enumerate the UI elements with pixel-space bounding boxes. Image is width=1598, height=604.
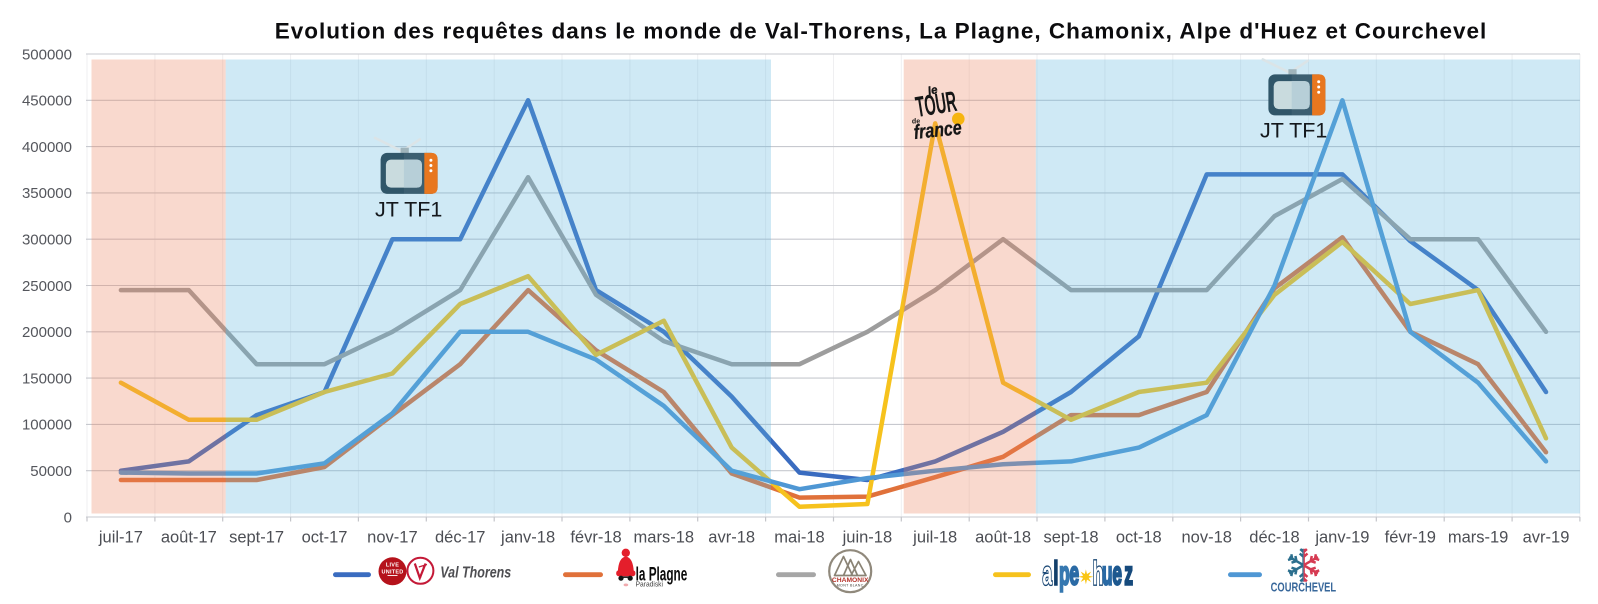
svg-text:200000: 200000 (22, 324, 72, 341)
svg-text:août-18: août-18 (975, 529, 1031, 547)
svg-text:TOUR: TOUR (913, 84, 959, 123)
svg-text:u: u (1102, 554, 1112, 592)
svg-text:de: de (912, 119, 920, 126)
svg-text:oct-17: oct-17 (302, 529, 348, 547)
svg-text:juil-17: juil-17 (98, 529, 143, 547)
svg-text:50000: 50000 (30, 463, 72, 480)
svg-text:z: z (1124, 554, 1133, 592)
svg-text:nov-18: nov-18 (1181, 529, 1231, 547)
svg-text:500000: 500000 (22, 46, 72, 63)
svg-text:mars-19: mars-19 (1448, 529, 1509, 547)
svg-text:p: p (1059, 554, 1069, 592)
svg-text:juil-18: juil-18 (912, 529, 957, 547)
svg-text:COURCHEVEL: COURCHEVEL (1271, 581, 1337, 595)
svg-text:juin-18: juin-18 (842, 529, 893, 547)
svg-text:JT TF1: JT TF1 (375, 198, 442, 222)
svg-text:janv-19: janv-19 (1314, 529, 1369, 547)
svg-text:nov-17: nov-17 (367, 529, 417, 547)
svg-text:sept-18: sept-18 (1043, 529, 1098, 547)
svg-text:août-17: août-17 (161, 529, 217, 547)
svg-text:250000: 250000 (22, 278, 72, 295)
svg-text:CHAMONIX: CHAMONIX (832, 577, 869, 584)
svg-text:MONT BLANC: MONT BLANC (837, 583, 864, 587)
svg-text:Paradiski: Paradiski (636, 581, 664, 588)
svg-text:350000: 350000 (22, 185, 72, 202)
svg-text:e: e (1070, 554, 1080, 592)
svg-text:Val Thorens: Val Thorens (440, 564, 511, 582)
svg-text:LIVE: LIVE (386, 563, 399, 569)
svg-text:févr-18: févr-18 (570, 529, 621, 547)
svg-text:france: france (913, 116, 963, 143)
svg-text:Evolution des requêtes dans le: Evolution des requêtes dans le monde de … (275, 19, 1488, 44)
svg-text:a: a (1043, 554, 1053, 592)
svg-text:400000: 400000 (22, 139, 72, 156)
svg-text:150000: 150000 (22, 370, 72, 387)
svg-text:le: le (927, 84, 940, 98)
svg-text:450000: 450000 (22, 93, 72, 110)
svg-text:mars-18: mars-18 (634, 529, 695, 547)
svg-text:h: h (1093, 554, 1103, 592)
svg-text:e: e (1112, 554, 1122, 592)
svg-text:sept-17: sept-17 (229, 529, 284, 547)
svg-text:la Plagne: la Plagne (636, 565, 688, 585)
svg-text:déc-17: déc-17 (435, 529, 485, 547)
svg-text:févr-19: févr-19 (1385, 529, 1436, 547)
svg-text:100000: 100000 (22, 417, 72, 434)
svg-text:JT TF1: JT TF1 (1260, 119, 1327, 143)
svg-text:l: l (1054, 554, 1059, 592)
svg-text:déc-18: déc-18 (1249, 529, 1299, 547)
svg-text:0: 0 (64, 509, 72, 526)
svg-text:janv-18: janv-18 (500, 529, 555, 547)
svg-text:avr-19: avr-19 (1523, 529, 1570, 547)
svg-text:300000: 300000 (22, 232, 72, 249)
svg-text:UNITED: UNITED (382, 570, 404, 576)
svg-text:avr-18: avr-18 (708, 529, 755, 547)
svg-text:oct-18: oct-18 (1116, 529, 1162, 547)
svg-text:mai-18: mai-18 (774, 529, 824, 547)
